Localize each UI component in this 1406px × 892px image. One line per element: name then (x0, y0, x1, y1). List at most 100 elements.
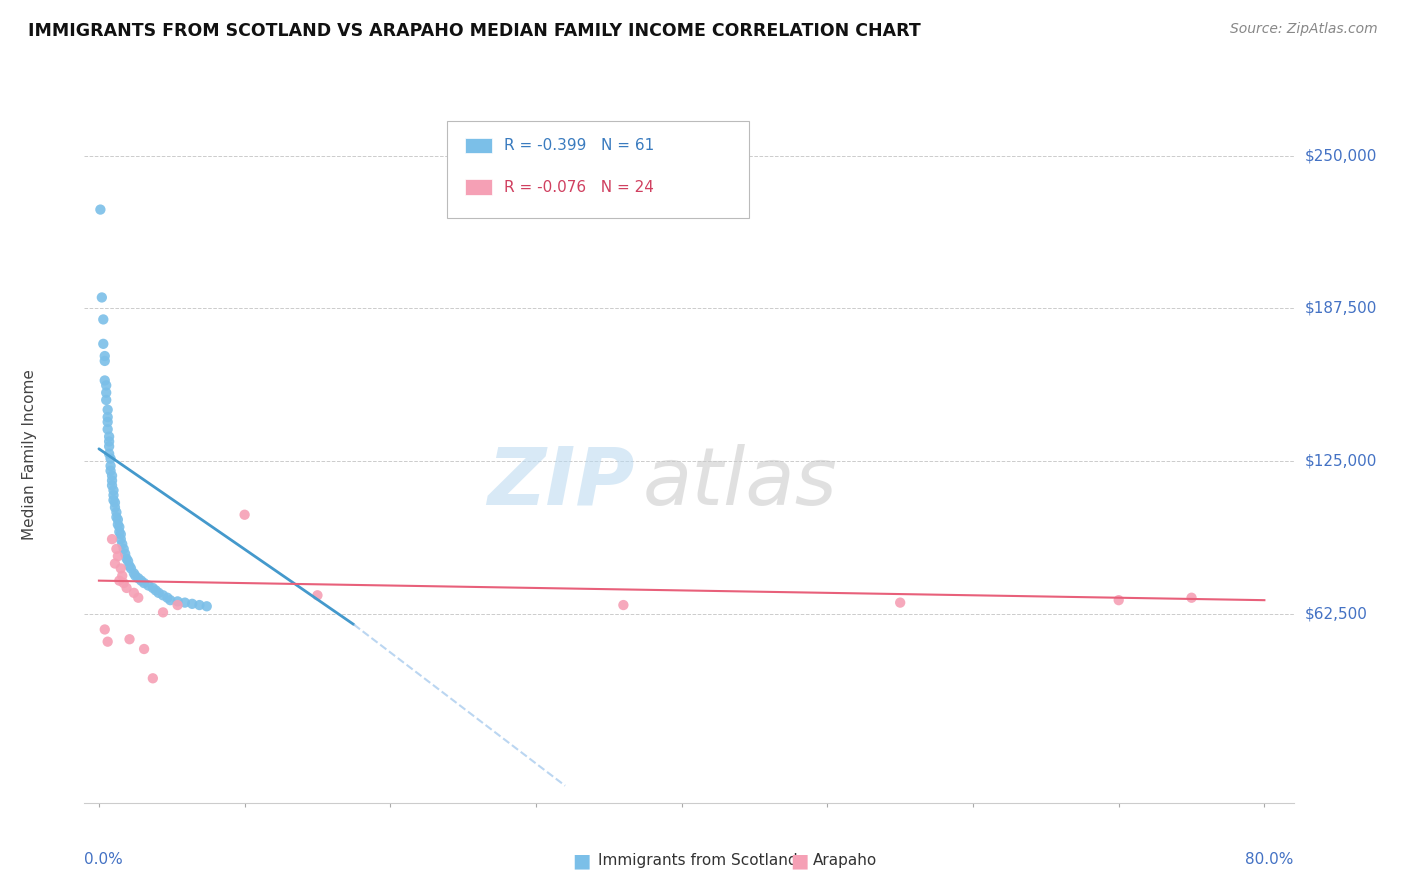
Point (98, 447, 121, 461)
Point (104, 495, 127, 509)
Point (94, 623, 117, 637)
Point (103, 488, 125, 502)
Text: $125,000: $125,000 (1305, 453, 1376, 468)
Point (108, 574, 131, 588)
Point (148, 586, 170, 600)
Text: atlas: atlas (643, 443, 838, 522)
Point (124, 568, 146, 582)
Point (105, 505, 128, 519)
Point (89, 202, 111, 217)
Point (1180, 591, 1202, 605)
Point (117, 554, 139, 568)
Point (142, 581, 165, 595)
Point (138, 578, 160, 592)
Text: IMMIGRANTS FROM SCOTLAND VS ARAPAHO MEDIAN FAMILY INCOME CORRELATION CHART: IMMIGRANTS FROM SCOTLAND VS ARAPAHO MEDI… (28, 22, 921, 40)
Point (97, 402, 120, 417)
Point (90, 290, 112, 304)
Point (1108, 593, 1130, 607)
Point (115, 551, 138, 566)
Point (110, 532, 132, 546)
Point (107, 517, 129, 532)
Point (118, 632, 141, 647)
Point (98, 429, 121, 443)
Point (97, 422, 120, 436)
Point (111, 537, 134, 551)
Point (91, 336, 114, 351)
Point (98, 434, 121, 449)
Point (127, 571, 149, 585)
Text: Median Family Income: Median Family Income (22, 369, 38, 541)
Point (94, 374, 117, 388)
Point (132, 642, 155, 657)
Point (122, 586, 145, 600)
Point (91, 312, 114, 326)
FancyBboxPatch shape (447, 121, 749, 219)
Point (195, 599, 218, 614)
Text: 80.0%: 80.0% (1246, 852, 1294, 866)
Point (97, 415, 120, 429)
Point (107, 513, 129, 527)
Point (110, 527, 132, 541)
Point (111, 568, 134, 582)
Point (97, 634, 120, 648)
Point (233, 508, 256, 522)
Point (127, 591, 149, 605)
Point (101, 468, 124, 483)
Point (152, 606, 174, 620)
Point (100, 451, 122, 466)
Point (115, 581, 138, 595)
Point (307, 588, 329, 602)
Point (96, 385, 118, 400)
Text: $250,000: $250,000 (1305, 148, 1376, 163)
Point (156, 591, 179, 605)
Point (100, 464, 122, 478)
Bar (465, 179, 492, 194)
Point (96, 392, 118, 407)
Text: Arapaho: Arapaho (813, 854, 877, 868)
Point (96, 378, 118, 392)
Point (166, 594, 188, 608)
Point (97, 410, 120, 425)
Point (100, 458, 122, 473)
Point (132, 576, 155, 591)
Text: Source: ZipAtlas.com: Source: ZipAtlas.com (1230, 22, 1378, 37)
Point (152, 588, 174, 602)
Point (108, 524, 131, 539)
Text: ■: ■ (790, 851, 808, 871)
Point (166, 598, 188, 612)
Text: Immigrants from Scotland: Immigrants from Scotland (598, 854, 797, 868)
Text: 0.0%: 0.0% (84, 852, 124, 866)
Point (173, 596, 195, 610)
Point (94, 354, 117, 368)
Point (120, 561, 142, 575)
Point (101, 532, 124, 546)
Point (94, 349, 117, 363)
Point (112, 576, 135, 591)
Point (188, 598, 211, 612)
Point (101, 474, 124, 488)
Point (104, 500, 127, 515)
Point (122, 566, 145, 581)
Text: $62,500: $62,500 (1305, 606, 1368, 621)
Text: $187,500: $187,500 (1305, 301, 1376, 316)
Point (103, 483, 125, 498)
Point (142, 671, 165, 685)
Point (104, 557, 127, 571)
Point (107, 549, 129, 564)
Point (110, 561, 132, 575)
Point (129, 574, 152, 588)
Text: ■: ■ (572, 851, 591, 871)
Point (101, 478, 124, 492)
Point (118, 559, 141, 574)
Point (103, 493, 125, 508)
Text: R = -0.399   N = 61: R = -0.399 N = 61 (503, 137, 654, 153)
Point (112, 541, 135, 556)
Point (105, 541, 128, 556)
Bar (465, 137, 492, 153)
Point (612, 598, 634, 612)
Point (98, 439, 121, 453)
Text: ZIP: ZIP (486, 443, 634, 522)
Point (108, 520, 131, 534)
Point (889, 596, 911, 610)
Point (181, 597, 204, 611)
